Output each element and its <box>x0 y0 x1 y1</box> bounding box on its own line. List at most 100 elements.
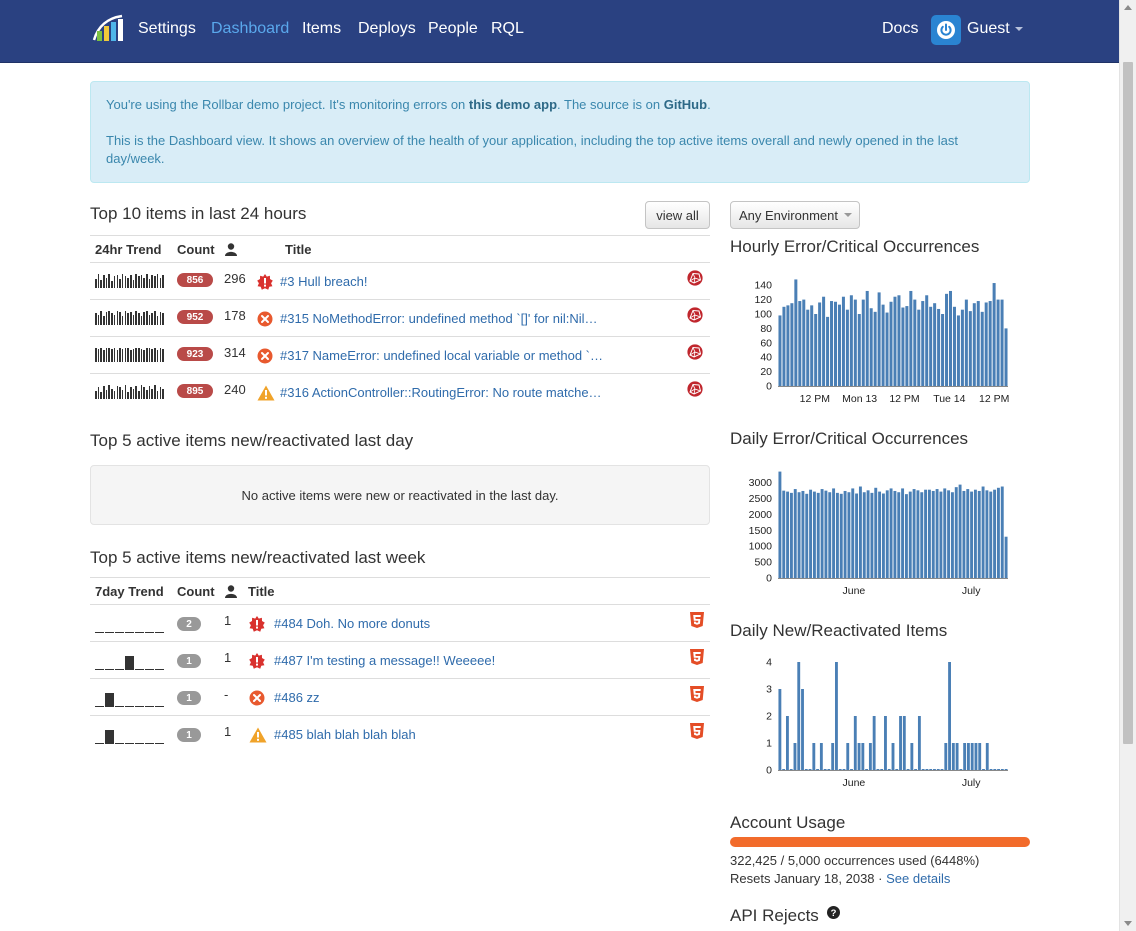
chart-bar[interactable] <box>857 743 861 770</box>
chart-bar[interactable] <box>782 769 786 770</box>
chart-bar[interactable] <box>804 769 808 770</box>
rollbar-logo-icon[interactable] <box>92 14 124 42</box>
chart-bar[interactable] <box>997 769 1001 770</box>
chart-bar[interactable] <box>818 302 822 386</box>
chart-bar[interactable] <box>793 489 797 578</box>
chart-bar[interactable] <box>989 769 993 770</box>
chart-bar[interactable] <box>956 315 960 386</box>
chart-bar[interactable] <box>933 303 937 386</box>
page-scrollbar[interactable] <box>1119 0 1136 931</box>
chart-bar[interactable] <box>960 309 964 386</box>
item-title-link[interactable]: #316 ActionController::RoutingError: No … <box>280 385 602 400</box>
chart-bar[interactable] <box>935 489 939 578</box>
chart-bar[interactable] <box>833 301 838 386</box>
chart-bar[interactable] <box>968 311 972 386</box>
chart-bar[interactable] <box>943 488 947 578</box>
html5-framework-icon[interactable] <box>690 612 704 628</box>
chart-bar[interactable] <box>948 662 951 770</box>
nav-docs[interactable]: Docs <box>882 20 919 37</box>
chart-bar[interactable] <box>793 743 797 770</box>
ruby-framework-icon[interactable] <box>686 381 704 397</box>
chart-bar[interactable] <box>874 487 878 578</box>
chart-bar[interactable] <box>814 314 818 386</box>
chart-bar[interactable] <box>1004 769 1008 770</box>
demo-app-link[interactable]: this demo app <box>468 97 558 112</box>
chart-bar[interactable] <box>806 309 810 386</box>
item-title-link[interactable]: #485 blah blah blah blah <box>274 727 416 742</box>
table-row[interactable]: 856 296 #3 Hull breach! <box>90 263 710 300</box>
chart-bar[interactable] <box>891 743 895 770</box>
environment-dropdown[interactable]: Any Environment <box>730 201 860 229</box>
chart-bar[interactable] <box>904 494 908 578</box>
table-row[interactable]: 1 - #486 zz <box>90 679 710 716</box>
item-title-link[interactable]: #486 zz <box>274 690 320 705</box>
chart-bar[interactable] <box>862 492 866 578</box>
chart-bar[interactable] <box>831 743 835 770</box>
chart-bar[interactable] <box>835 492 839 578</box>
chart-bar[interactable] <box>916 490 920 578</box>
table-row[interactable]: 923 314 #317 NameError: undefined local va… <box>90 337 710 374</box>
chart-bar[interactable] <box>884 716 887 770</box>
chart-bar[interactable] <box>925 295 929 386</box>
item-title-link[interactable]: #3 Hull breach! <box>280 274 368 289</box>
chart-bar[interactable] <box>948 290 953 386</box>
table-row[interactable]: 895 240 #316 ActionController::RoutingErro… <box>90 374 710 411</box>
chart-bar[interactable] <box>805 493 809 578</box>
chart-bar[interactable] <box>851 488 855 578</box>
chart-bar[interactable] <box>789 769 793 770</box>
user-avatar[interactable] <box>931 15 961 45</box>
chart-bar[interactable] <box>955 743 959 770</box>
chart-bar[interactable] <box>905 306 909 386</box>
chart-bar[interactable] <box>910 743 914 770</box>
chart-bar[interactable] <box>885 312 889 386</box>
chart-bar[interactable] <box>921 301 925 386</box>
chart-bar[interactable] <box>808 769 812 770</box>
nav-settings[interactable]: Settings <box>138 20 196 37</box>
ruby-icon[interactable] <box>686 344 704 363</box>
chart-bar[interactable] <box>980 311 984 386</box>
chart-bar[interactable] <box>872 716 876 770</box>
nav-deploys[interactable]: Deploys <box>358 20 416 37</box>
chart-bar[interactable] <box>952 306 956 386</box>
col-trend[interactable]: 24hr Trend <box>95 242 162 257</box>
chart-bar[interactable] <box>830 301 834 386</box>
chart-bar[interactable] <box>887 769 891 770</box>
chart-bar[interactable] <box>778 315 782 386</box>
chart-bar[interactable] <box>885 490 889 578</box>
chart-bar[interactable] <box>966 489 970 578</box>
chart-bar[interactable] <box>993 769 997 770</box>
chart-bar[interactable] <box>947 490 951 578</box>
chart-bar[interactable] <box>790 303 794 386</box>
chart-bar[interactable] <box>893 490 897 578</box>
html5-framework-icon[interactable] <box>690 686 704 702</box>
chart-bar[interactable] <box>876 769 880 770</box>
chart-bar[interactable] <box>812 491 816 578</box>
table-row[interactable]: 1 1 #487 I'm testing a message!! Weeeee! <box>90 642 710 679</box>
chart-bar[interactable] <box>819 743 823 770</box>
html5-icon[interactable] <box>690 649 704 668</box>
chart-bar[interactable] <box>889 301 893 386</box>
chart-bar[interactable] <box>881 304 885 386</box>
chart-bar[interactable] <box>801 689 804 770</box>
chart-bar[interactable] <box>822 296 826 386</box>
html5-framework-icon[interactable] <box>690 723 704 739</box>
chart-bar[interactable] <box>985 490 989 578</box>
chart-bar[interactable] <box>945 293 949 386</box>
chart-bar[interactable] <box>870 492 874 578</box>
chart-bar[interactable] <box>908 491 912 578</box>
chart-bar[interactable] <box>993 489 997 578</box>
chart-bar[interactable] <box>861 743 865 770</box>
chart-bar[interactable] <box>798 301 802 386</box>
chart-bar[interactable] <box>976 301 980 386</box>
chart-bar[interactable] <box>985 743 989 770</box>
chart-bar[interactable] <box>996 299 1000 386</box>
chart-bar[interactable] <box>897 492 901 578</box>
chart-bar[interactable] <box>936 769 940 770</box>
chart-bar[interactable] <box>959 769 963 770</box>
chart-bar[interactable] <box>849 295 853 386</box>
chart-bar[interactable] <box>847 492 851 578</box>
chart-bar[interactable] <box>992 283 996 386</box>
chart-bar[interactable] <box>909 290 913 386</box>
html5-icon[interactable] <box>690 612 704 631</box>
github-link[interactable]: GitHub <box>663 97 708 112</box>
